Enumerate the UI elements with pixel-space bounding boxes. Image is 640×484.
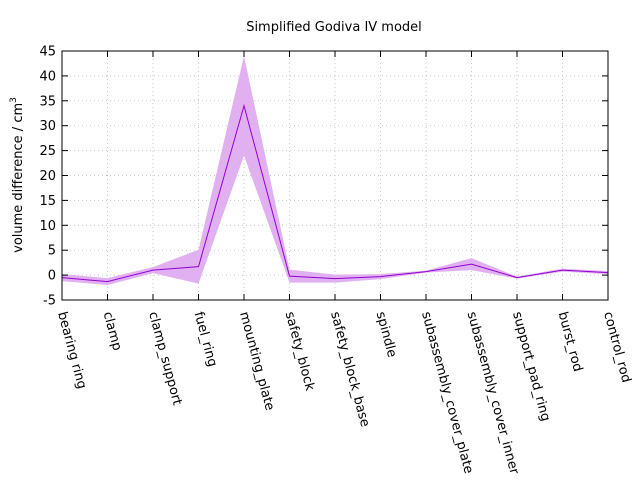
x-tick-label-0: bearing ring xyxy=(54,310,89,390)
y-tick-label-4: 15 xyxy=(39,194,56,209)
series-line xyxy=(61,103,609,283)
x-axis-ticks: bearing ring clamp clamp_support fuel_ring m… xyxy=(54,51,633,477)
x-tick-label-11: burst_rod xyxy=(555,310,585,373)
y-axis-label-superscript: 3 xyxy=(9,97,19,103)
x-tick-label-8: subassembly_cover_plate xyxy=(418,310,476,475)
plot-frame xyxy=(61,50,609,301)
x-tick-label-10: support_pad_ring xyxy=(509,310,553,423)
x-tick-label-4: mounting_plate xyxy=(236,310,277,412)
x-tick-label-2: clamp_support xyxy=(145,310,184,407)
y-axis-ticks: -5 0 5 10 15 20 25 30 35 40 45 xyxy=(39,45,608,309)
y-tick-label-2: 5 xyxy=(48,244,56,259)
grid xyxy=(62,51,608,300)
y-axis-label-text: volume difference / cm xyxy=(11,103,26,253)
y-tick-label-0: -5 xyxy=(43,294,56,309)
y-axis-label: volume difference / cm3 xyxy=(9,97,26,253)
y-tick-label-8: 35 xyxy=(39,94,56,109)
y-tick-label-6: 25 xyxy=(39,144,56,159)
x-tick-label-1: clamp xyxy=(100,310,125,352)
y-tick-label-10: 45 xyxy=(39,45,56,60)
y-tick-label-7: 30 xyxy=(39,119,56,134)
y-tick-label-5: 20 xyxy=(39,169,56,184)
x-tick-label-6: safety_block_base xyxy=(327,310,372,428)
y-tick-label-9: 40 xyxy=(39,69,56,84)
x-tick-label-3: fuel_ring xyxy=(191,310,220,368)
x-tick-label-5: safety_block xyxy=(282,310,318,393)
y-tick-label-1: 0 xyxy=(48,269,56,284)
x-tick-label-9: subassembly_cover_inner xyxy=(464,310,522,476)
chart-title: Simplified Godiva IV model xyxy=(246,20,422,35)
y-tick-label-3: 10 xyxy=(39,219,56,234)
x-tick-label-12: control_rod xyxy=(600,310,633,384)
x-tick-label-7: spindle xyxy=(373,310,400,359)
